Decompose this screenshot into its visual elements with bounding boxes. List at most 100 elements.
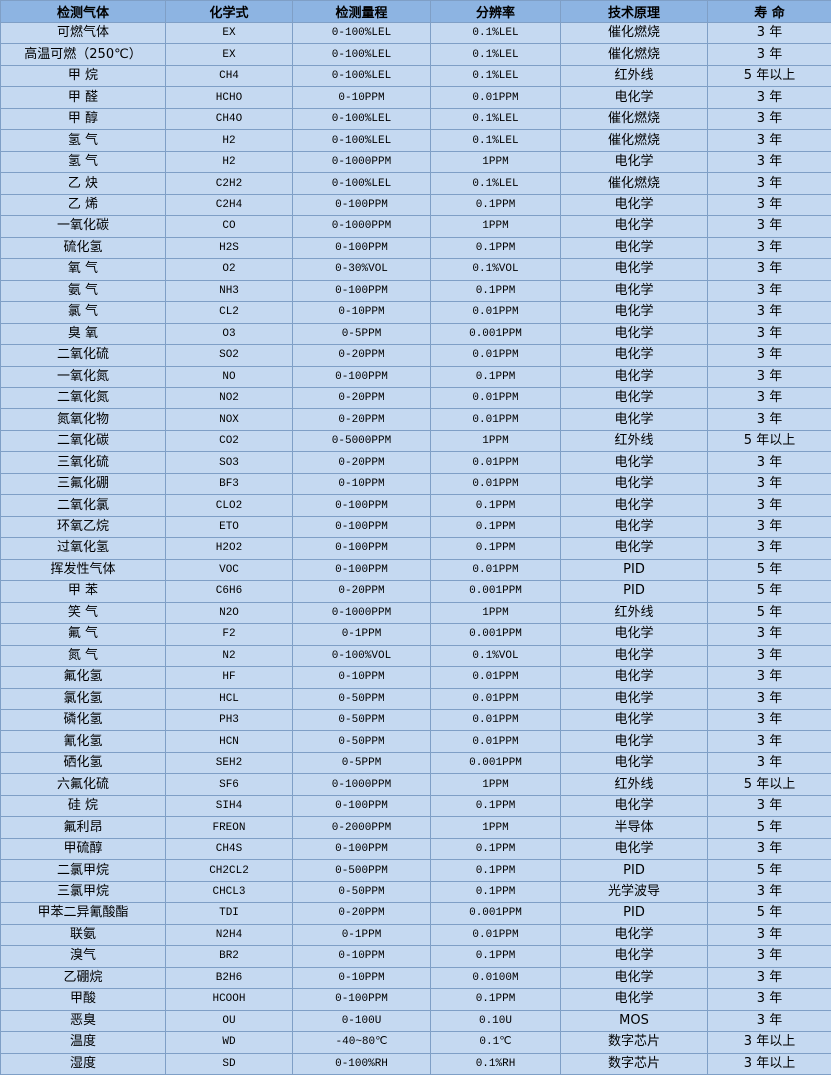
table-row: 氟化氢 HF 0-10PPM 0.01PPM 电化学 3 年 [0,666,831,689]
table-cell: 1PPM [430,816,561,839]
table-cell: 催化燃烧 [560,107,708,131]
table-row: 氯化氢 HCL 0-50PPM 0.01PPM 电化学 3 年 [0,687,831,711]
table-body: 可燃气体 EX 0-100%LEL 0.1%LEL 催化燃烧 3 年高温可燃（250℃） E… [0,21,831,1075]
table-cell: 0.01PPM [430,344,561,367]
table-cell: 0.01PPM [430,923,561,947]
table-cell: 0-100%LEL [292,172,431,195]
table-cell: 0-10PPM [292,301,431,324]
table-cell: O2 [165,258,293,281]
table-cell: 电化学 [560,837,708,861]
table-cell: 3 年 [707,923,831,947]
table-cell: 挥发性气体 [0,558,166,582]
table-cell: SIH4 [165,794,293,818]
table-row: 氢 气 H2 0-1000PPM 1PPM 电化学 3 年 [0,150,831,174]
table-cell: 二氧化氮 [0,386,166,410]
table-cell: 氢 气 [0,129,166,152]
table-row: 二氧化硫 SO2 0-20PPM 0.01PPM 电化学 3 年 [0,344,831,367]
table-cell: 0.0100M [430,966,561,990]
table-row: 高温可燃（250℃） EX 0-100%LEL 0.1%LEL 催化燃烧 3 年 [0,43,831,66]
table-row: 湿度 SD 0-100%RH 0.1%RH 数字芯片 3 年以上 [0,1052,831,1075]
table-cell: 可燃气体 [0,21,166,45]
table-cell: 氯化氢 [0,687,166,711]
table-cell: 5 年以上 [707,773,831,796]
table-cell: 电化学 [560,708,708,732]
table-cell: BR2 [165,945,293,968]
table-cell: OU [165,1009,293,1033]
table-row: 挥发性气体 VOC 0-100PPM 0.01PPM PID 5 年 [0,558,831,582]
table-cell: PH3 [165,708,293,732]
table-cell: 0.1PPM [430,279,561,303]
table-cell: 电化学 [560,344,708,367]
table-cell: 电化学 [560,386,708,410]
table-cell: BF3 [165,472,293,496]
table-cell: 0-100PPM [292,794,431,818]
table-cell: 电化学 [560,236,708,260]
table-cell: 0-1000PPM [292,601,431,625]
table-row: 甲硫醇 CH4S 0-100PPM 0.1PPM 电化学 3 年 [0,837,831,861]
table-cell: SO3 [165,451,293,474]
header-cell: 检测量程 [292,0,431,23]
table-cell: 3 年 [707,966,831,990]
table-cell: 0.1%LEL [430,43,561,66]
table-cell: 甲硫醇 [0,837,166,861]
table-cell: 0-2000PPM [292,816,431,839]
table-cell: 0-100PPM [292,837,431,861]
table-cell: 0-100PPM [292,515,431,539]
table-cell: 0.1%RH [430,1052,561,1075]
table-cell: WD [165,1031,293,1054]
table-cell: 0-100%LEL [292,43,431,66]
table-cell: 电化学 [560,666,708,689]
table-cell: 5 年 [707,816,831,839]
table-cell: 0.01PPM [430,408,561,431]
table-cell: 0-100PPM [292,537,431,560]
table-cell: 0.1PPM [430,794,561,818]
table-cell: 甲 醇 [0,107,166,131]
table-cell: 0.1PPM [430,236,561,260]
table-cell: 3 年 [707,193,831,217]
table-row: 氨 气 NH3 0-100PPM 0.1PPM 电化学 3 年 [0,279,831,303]
table-cell: 1PPM [430,773,561,796]
table-row: 氰化氢 HCN 0-50PPM 0.01PPM 电化学 3 年 [0,730,831,753]
table-cell: 1PPM [430,215,561,238]
table-cell: 0-1PPM [292,623,431,646]
table-cell: 0-10PPM [292,966,431,990]
table-cell: PID [560,558,708,582]
table-cell: 0-100%LEL [292,64,431,88]
table-cell: 0.01PPM [430,451,561,474]
table-cell: PID [560,580,708,603]
table-cell: 三氟化硼 [0,472,166,496]
table-cell: CH4S [165,837,293,861]
table-cell: 0-100PPM [292,365,431,388]
table-cell: 0.1%LEL [430,129,561,152]
table-cell: 3 年 [707,666,831,689]
table-cell: SO2 [165,344,293,367]
table-cell: EX [165,21,293,45]
table-cell: ETO [165,515,293,539]
table-cell: 数字芯片 [560,1031,708,1054]
table-cell: 电化学 [560,150,708,174]
table-cell: 0.1PPM [430,988,561,1011]
table-cell: 3 年 [707,730,831,753]
table-cell: 0.1%LEL [430,64,561,88]
table-cell: 0.001PPM [430,623,561,646]
table-cell: 3 年 [707,1009,831,1033]
table-row: 环氧乙烷 ETO 0-100PPM 0.1PPM 电化学 3 年 [0,515,831,539]
table-cell: 3 年 [707,623,831,646]
table-cell: 电化学 [560,279,708,303]
table-cell: 半导体 [560,816,708,839]
table-cell: 联氨 [0,923,166,947]
table-cell: 氮氧化物 [0,408,166,431]
table-row: 溴气 BR2 0-10PPM 0.1PPM 电化学 3 年 [0,945,831,968]
table-cell: C6H6 [165,580,293,603]
table-cell: 0-1000PPM [292,773,431,796]
table-row: 过氧化氢 H2O2 0-100PPM 0.1PPM 电化学 3 年 [0,537,831,560]
table-cell: 3 年 [707,451,831,474]
table-row: 氧 气 O2 0-30%VOL 0.1%VOL 电化学 3 年 [0,258,831,281]
table-cell: 0-50PPM [292,687,431,711]
table-cell: 3 年以上 [707,1052,831,1075]
table-cell: 0.01PPM [430,301,561,324]
table-cell: 氟利昂 [0,816,166,839]
table-cell: 0.001PPM [430,322,561,346]
